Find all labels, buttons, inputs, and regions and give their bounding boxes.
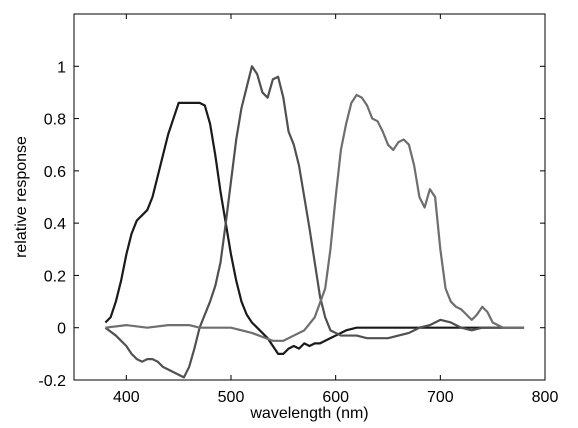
- y-tick-label: -0.2: [38, 373, 66, 390]
- x-tick-label: 600: [322, 389, 349, 406]
- series-layer: [104, 65, 525, 379]
- y-tick-label: 0.8: [44, 112, 66, 129]
- x-tick-label: 700: [427, 389, 454, 406]
- y-axis-label: relative response: [13, 136, 30, 258]
- x-tick-label: 500: [218, 389, 245, 406]
- y-tick-label: 0.4: [44, 216, 66, 233]
- y-tick-label: 0.6: [44, 164, 66, 181]
- x-tick-label: 800: [532, 389, 559, 406]
- series-line-2: [104, 65, 525, 379]
- y-tick-label: 0: [57, 321, 66, 338]
- y-tick-label: 0.2: [44, 268, 66, 285]
- x-axis-label: wavelength (nm): [249, 405, 368, 422]
- ticks-layer: 400 500 600 700 800 -0.2 0 0.2 0.4 0.6 0.8 1: [38, 14, 558, 406]
- plot-frame: [73, 13, 546, 381]
- series-line-3: [105, 93, 525, 342]
- y-tick-label: 1: [57, 59, 66, 76]
- x-tick-label: 400: [113, 389, 140, 406]
